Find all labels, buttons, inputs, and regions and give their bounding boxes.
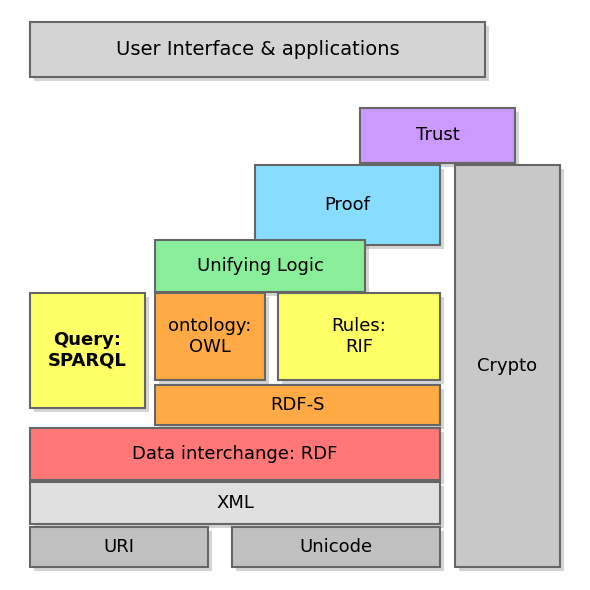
FancyBboxPatch shape [159,389,444,429]
Text: URI: URI [103,538,135,556]
FancyBboxPatch shape [255,165,440,245]
FancyBboxPatch shape [236,531,444,571]
Text: Trust: Trust [415,126,460,145]
Text: User Interface & applications: User Interface & applications [116,40,399,59]
FancyBboxPatch shape [159,297,269,384]
Text: Crypto: Crypto [477,357,537,375]
FancyBboxPatch shape [364,112,519,167]
FancyBboxPatch shape [155,293,265,380]
FancyBboxPatch shape [34,26,489,81]
FancyBboxPatch shape [159,244,369,296]
FancyBboxPatch shape [30,527,208,567]
FancyBboxPatch shape [232,527,440,567]
FancyBboxPatch shape [155,240,365,292]
Text: Unifying Logic: Unifying Logic [196,257,323,275]
FancyBboxPatch shape [278,293,440,380]
FancyBboxPatch shape [259,169,444,249]
FancyBboxPatch shape [155,385,440,425]
Text: Data interchange: RDF: Data interchange: RDF [132,445,337,463]
Text: ontology:
OWL: ontology: OWL [168,317,252,356]
Text: Rules:
RIF: Rules: RIF [332,317,386,356]
Text: RDF-S: RDF-S [270,396,325,414]
Text: Unicode: Unicode [300,538,372,556]
FancyBboxPatch shape [30,22,485,77]
FancyBboxPatch shape [30,293,145,408]
FancyBboxPatch shape [282,297,444,384]
FancyBboxPatch shape [34,531,212,571]
FancyBboxPatch shape [459,169,564,571]
FancyBboxPatch shape [34,486,444,528]
FancyBboxPatch shape [455,165,560,567]
FancyBboxPatch shape [34,297,149,412]
FancyBboxPatch shape [34,432,444,484]
Text: Query:
SPARQL: Query: SPARQL [48,331,127,370]
Text: Proof: Proof [324,196,371,214]
FancyBboxPatch shape [30,428,440,480]
FancyBboxPatch shape [360,108,515,163]
Text: XML: XML [216,494,254,512]
FancyBboxPatch shape [30,482,440,524]
